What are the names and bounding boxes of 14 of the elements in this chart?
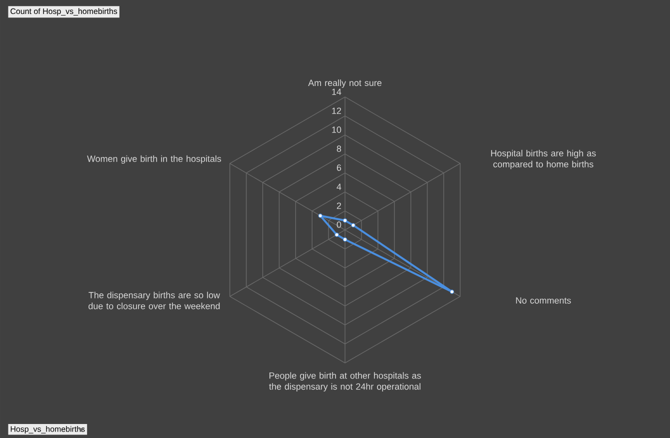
y-tick-label: 2 [336,202,342,209]
spoke-label: No comments [516,297,571,304]
spoke-label: The dispensary births are so low due to closure over the weekend [88,292,220,310]
y-tick-label: 0 [336,222,342,228]
y-tick-label: 6 [336,164,342,171]
spoke-label: Women give birth in the hospitals [87,155,222,164]
y-tick-label: 14 [332,88,342,95]
spoke-label: Am really not sure [308,79,382,88]
y-tick-label: 12 [332,108,342,114]
y-tick-label: 8 [336,146,342,152]
spoke-label: Hospital births are high as compared to home births [491,150,596,170]
y-tick-label: 4 [336,184,342,190]
y-tick-label: 10 [332,126,342,133]
spoke-label: People give birth at other hospitals as the dispensary is not 24hr operational [269,372,421,392]
